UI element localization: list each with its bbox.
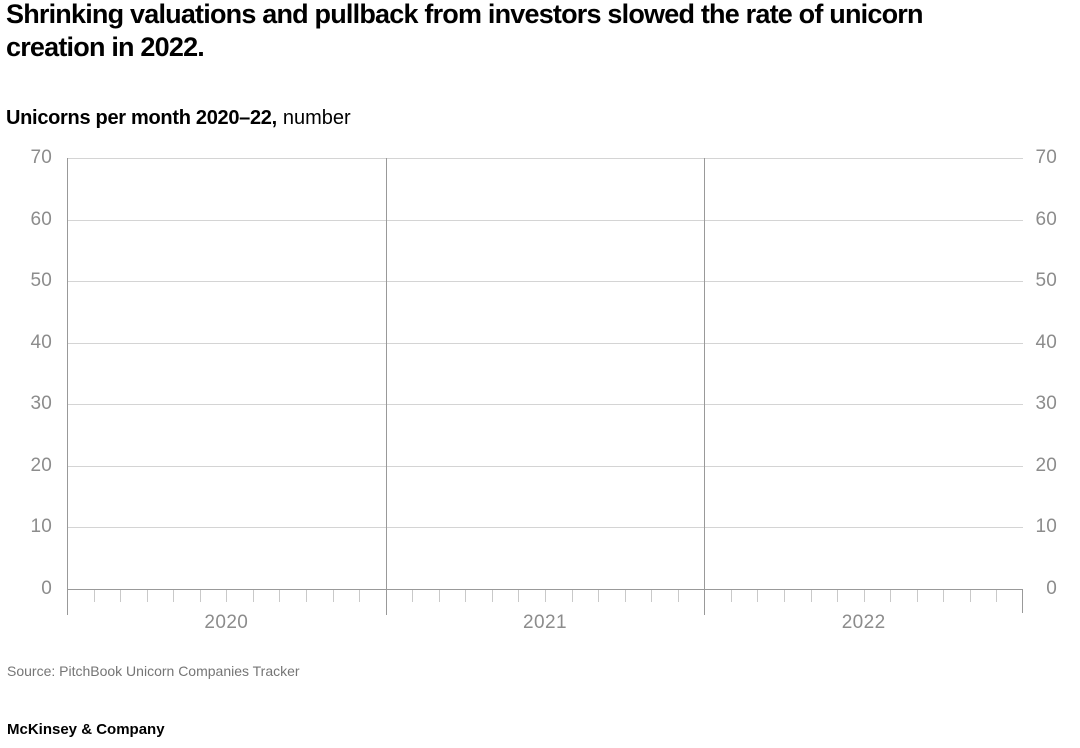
chart-title-main: Unicorns per month 2020–22, [6,107,277,129]
month-tick [120,590,122,602]
source-note: Source: PitchBook Unicorn Companies Trac… [7,663,300,679]
gridline-40 [67,342,1023,344]
month-tick [969,590,971,602]
y-tick-label-left-40: 40 [30,331,52,353]
y-tick-label-right-10: 10 [1035,516,1057,538]
year-separator-line-2022 [704,158,706,615]
month-tick [279,590,281,602]
gridline-30 [67,404,1023,406]
month-tick [332,590,334,602]
plot-area [67,158,1023,615]
month-tick [438,590,440,602]
month-tick [252,590,254,602]
y-tick-label-left-0: 0 [41,578,52,599]
month-tick [784,590,785,602]
chart-title: Unicorns per month 2020–22, number [6,105,351,131]
y-tick-label-right-60: 60 [1035,208,1057,230]
month-tick [412,590,414,602]
month-tick [359,590,361,602]
month-tick [146,590,148,602]
y-tick-label-left-60: 60 [30,208,52,230]
month-tick [837,590,839,602]
gridline-60 [67,219,1023,221]
y-tick-label-left-50: 50 [30,270,52,292]
y-tick-label-right-40: 40 [1035,331,1057,353]
y-tick-label-right-0: 0 [1046,578,1057,599]
month-tick [93,590,95,602]
month-tick [677,590,679,602]
axis-end-tick [1022,589,1023,613]
x-axis-year-label-2022: 2022 [841,612,886,633]
y-tick-label-left-70: 70 [30,147,52,168]
gridline-20 [67,465,1023,467]
y-axis-line [67,158,68,615]
month-tick [651,590,653,602]
month-tick [863,590,865,602]
month-tick [890,590,892,602]
chart-title-unit: number [282,107,351,129]
month-tick [916,590,918,602]
y-tick-label-right-30: 30 [1035,393,1057,415]
gridline-50 [67,281,1023,283]
month-tick [173,590,175,602]
headline: Shrinking valuations and pullback from i… [6,0,923,64]
chart-area: 0 0 10 10 20 20 30 30 40 40 50 50 60 60 70 70 2020 2021 20… [30,147,1057,633]
y-tick-label-left-30: 30 [30,393,52,415]
year-separator-line-2021 [385,158,387,615]
x-axis-line [67,589,1023,590]
month-tick [996,590,998,602]
month-tick [943,590,945,602]
gridline-10 [67,527,1023,529]
month-tick [518,590,520,602]
y-tick-label-left-20: 20 [30,454,52,476]
headline-line2: creation in 2022. [6,32,205,62]
month-tick [465,590,467,602]
month-tick [571,590,573,602]
month-tick [545,590,546,602]
month-tick [757,590,759,602]
month-tick [810,590,812,602]
month-tick [226,590,228,602]
headline-line1: Shrinking valuations and pullback from i… [6,0,923,29]
x-axis-year-label-2020: 2020 [204,612,249,633]
gridline-70 [67,158,1023,159]
x-axis-year-label-2021: 2021 [523,612,567,633]
month-tick [306,590,307,602]
mckinsey-brand-text: McKinsey & Company [7,721,165,738]
month-tick [598,590,600,602]
y-tick-label-left-10: 10 [30,516,52,538]
month-tick [199,590,201,602]
month-tick [491,590,493,602]
y-tick-label-right-20: 20 [1035,454,1057,476]
y-tick-label-right-70: 70 [1035,147,1057,168]
month-tick [624,590,626,602]
y-tick-label-right-50: 50 [1035,270,1057,292]
month-tick [730,590,732,602]
